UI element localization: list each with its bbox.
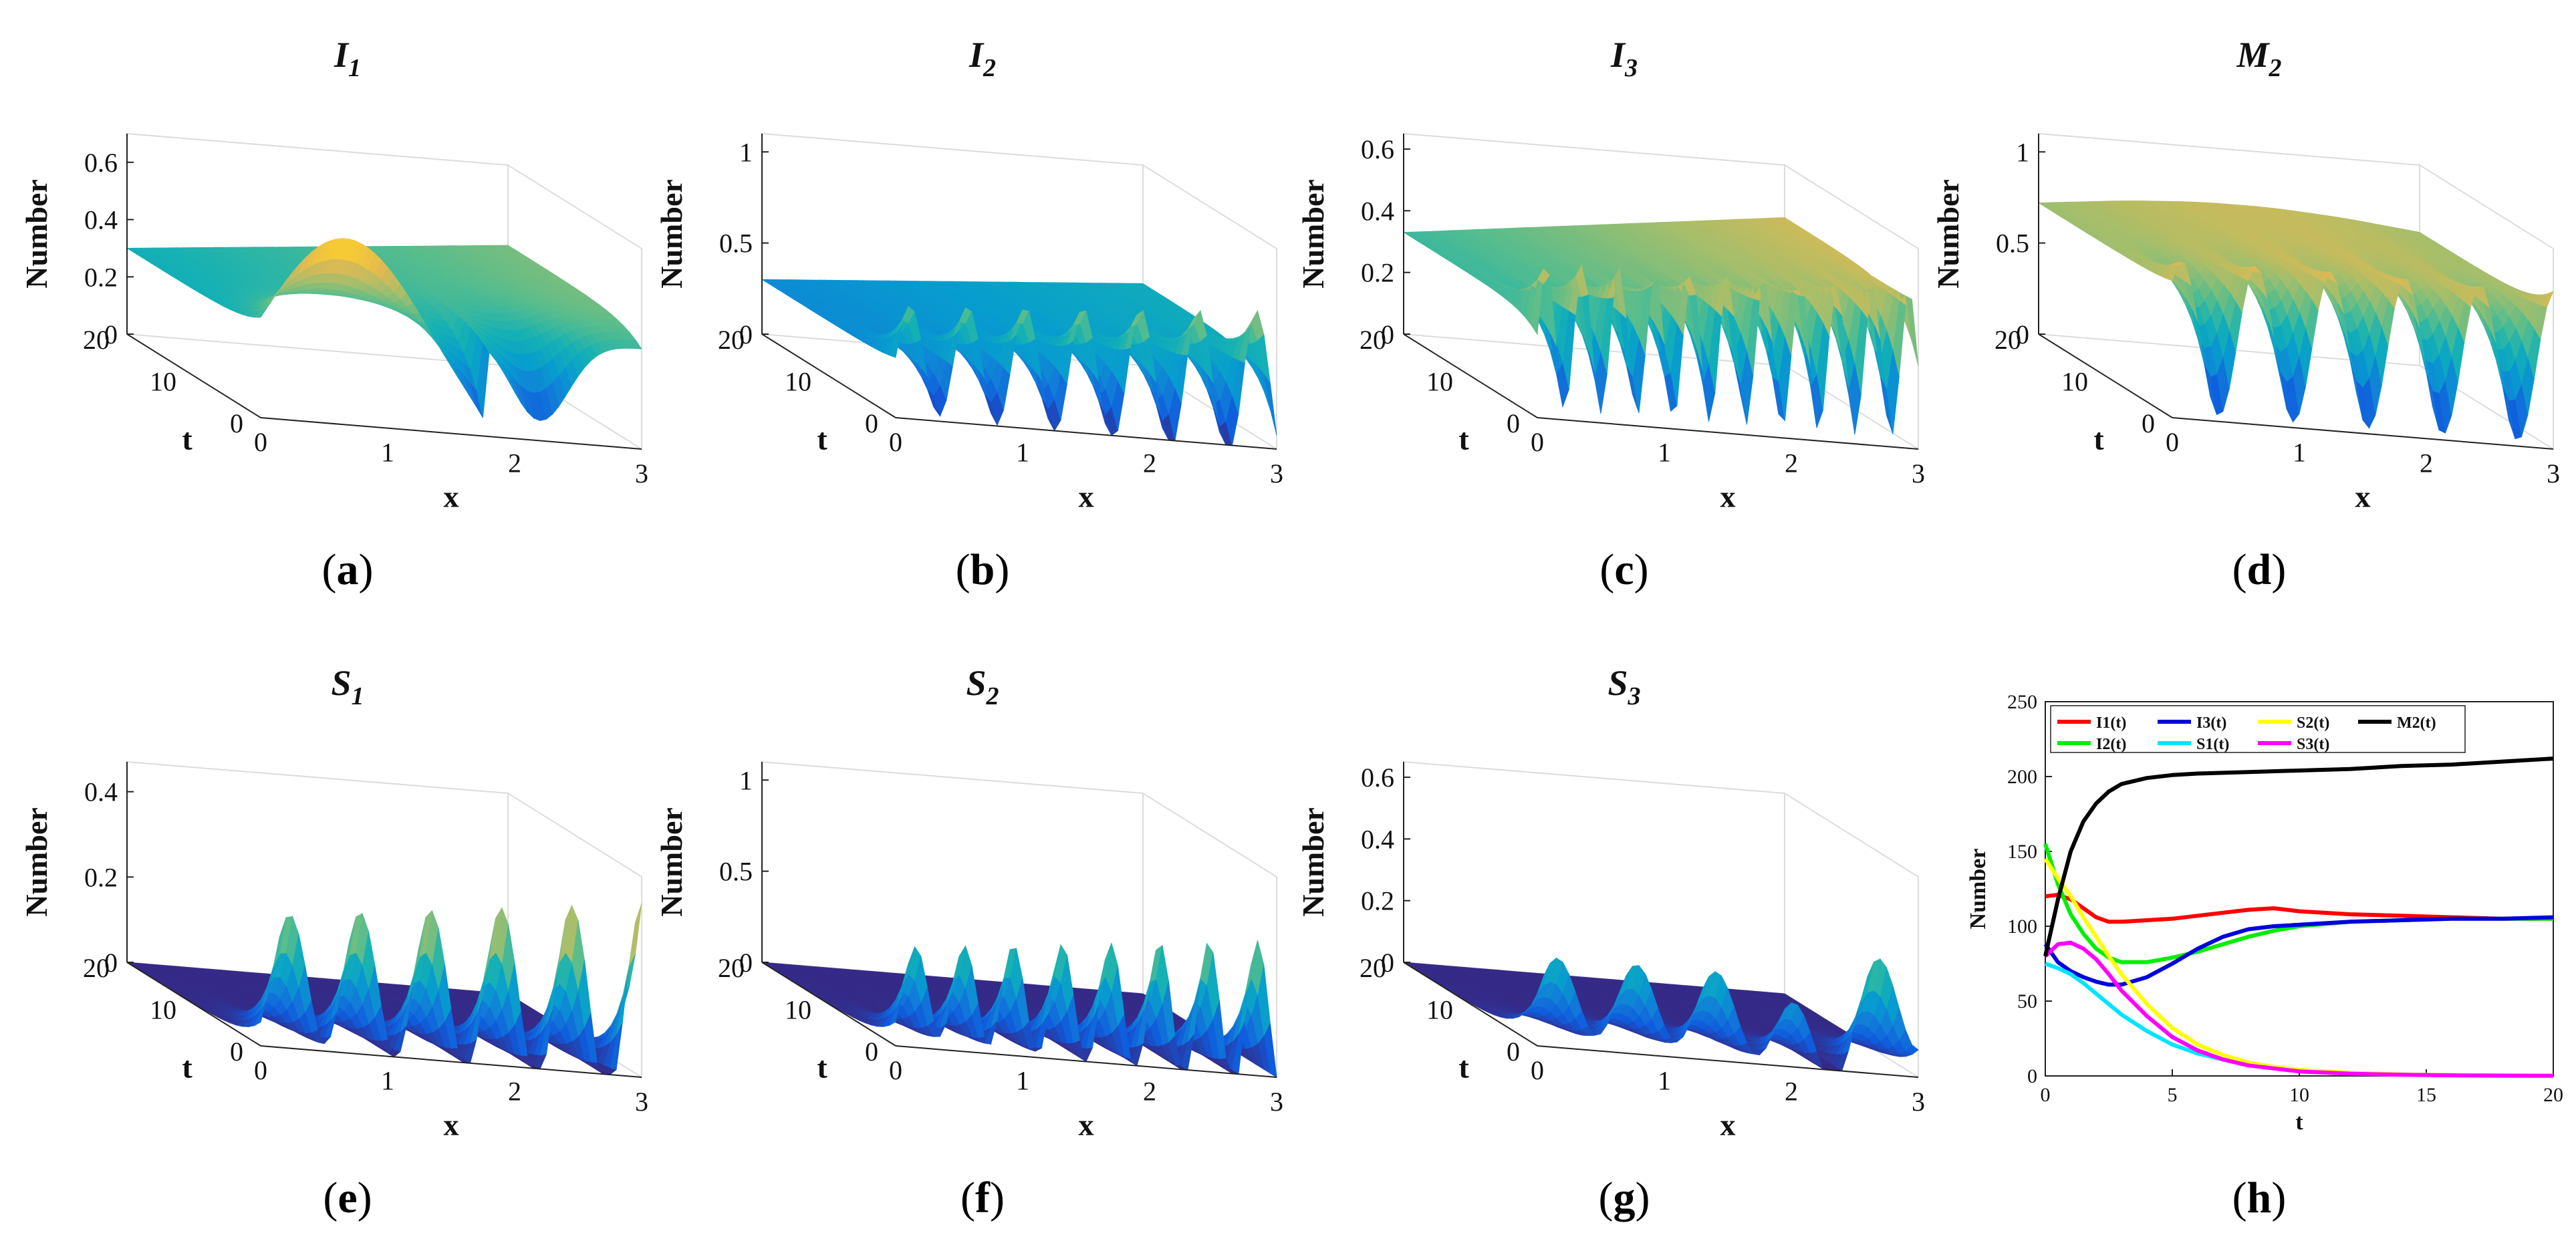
caption-b: (b) — [662, 545, 1303, 595]
z-tick-label: 0.4 — [84, 205, 118, 235]
t-tick-label: 20 — [1360, 325, 1386, 355]
x-axis — [261, 418, 642, 449]
z-tick-label: 0.5 — [719, 229, 753, 259]
x-axis — [1537, 418, 1918, 449]
x-tick-label: 3 — [1912, 458, 1925, 489]
z-axis-label: Number — [19, 179, 53, 289]
z-axis-label: Number — [1296, 179, 1330, 289]
x-tick-label: 1 — [1658, 438, 1671, 468]
x-tick-label: 2 — [508, 448, 521, 478]
x-axis-label: x — [444, 480, 459, 514]
z-tick-label: 0.6 — [1361, 134, 1394, 164]
t-axis-label: t — [182, 422, 192, 456]
t-tick-label: 0 — [1507, 408, 1520, 438]
z-tick-label: 0.6 — [84, 148, 118, 178]
x-tick-label: 0 — [889, 427, 902, 457]
z-axis-label: Number — [654, 179, 688, 289]
t-axis-label: t — [1458, 422, 1469, 456]
panel-title: I1 — [334, 35, 361, 82]
x-tick-label: 0 — [1531, 427, 1544, 457]
panel-title: I2 — [969, 35, 996, 82]
t-tick-label: 10 — [785, 367, 811, 397]
x-axis-label: x — [1079, 480, 1094, 514]
surface-mesh — [1404, 218, 1918, 435]
z-tick-label: 0.2 — [1361, 258, 1394, 288]
t-axis-label: t — [817, 422, 827, 456]
t-tick-label: 0 — [865, 408, 878, 438]
t-tick-label: 10 — [1426, 367, 1453, 397]
x-tick-label: 2 — [1785, 448, 1798, 478]
t-tick-label: 10 — [150, 367, 176, 397]
x-tick-label: 1 — [1016, 438, 1029, 468]
surface-mesh — [2039, 201, 2553, 439]
t-tick-label: 20 — [718, 325, 745, 355]
x-axis-label: x — [1720, 480, 1736, 514]
t-axis — [1404, 334, 1537, 418]
t-axis — [127, 334, 261, 418]
caption-a: (a) — [27, 545, 668, 595]
surface-mesh — [127, 239, 642, 421]
caption-c: (c) — [1303, 545, 1945, 595]
z-tick-label: 0.2 — [84, 262, 118, 292]
t-tick-label: 20 — [83, 325, 110, 355]
z-tick-label: 0.4 — [1361, 196, 1394, 226]
x-tick-label: 0 — [254, 427, 267, 457]
panel-title: I3 — [1610, 35, 1638, 82]
x-tick-label: 1 — [381, 438, 394, 468]
surface-facet — [1264, 375, 1277, 436]
z-tick-label: 1 — [739, 137, 753, 167]
t-tick-label: 0 — [230, 408, 243, 438]
x-tick-label: 3 — [1270, 458, 1283, 489]
surface-facet — [1906, 296, 1918, 366]
x-tick-label: 2 — [1143, 448, 1156, 478]
surface-mesh — [762, 279, 1277, 445]
x-tick-label: 3 — [635, 458, 648, 489]
